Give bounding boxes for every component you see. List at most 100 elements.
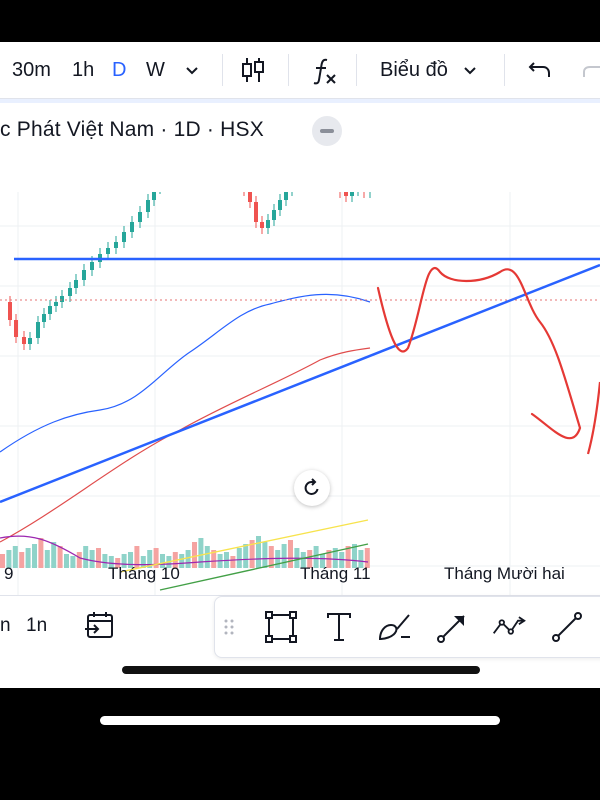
candle-body bbox=[248, 192, 252, 202]
volume-bar bbox=[128, 552, 133, 568]
reset-chart-button[interactable] bbox=[294, 470, 330, 506]
chevron-down-icon bbox=[186, 67, 198, 75]
drag-handle[interactable] bbox=[219, 609, 239, 645]
volume-bar bbox=[204, 546, 210, 568]
text-tool[interactable] bbox=[321, 609, 357, 645]
toolbar-divider bbox=[0, 98, 600, 99]
toolbar-separator bbox=[356, 54, 357, 86]
volume-bar bbox=[236, 548, 242, 568]
candle-body bbox=[42, 314, 46, 322]
volume-bar bbox=[134, 546, 140, 568]
candle-body bbox=[272, 210, 276, 220]
brush-icon bbox=[378, 614, 410, 641]
candle-body bbox=[260, 222, 264, 228]
indicators-button[interactable] bbox=[310, 56, 338, 92]
rectangle-tool[interactable] bbox=[263, 609, 299, 645]
volume-bar bbox=[89, 550, 95, 568]
text-icon bbox=[327, 613, 351, 641]
chart-screen: 30m 1h D W Biểu đồ bbox=[0, 42, 600, 688]
volume-bar bbox=[300, 552, 306, 568]
volume-bar bbox=[320, 554, 325, 568]
volume-bar bbox=[108, 556, 114, 568]
candle-body bbox=[48, 306, 52, 314]
time-axis-divider bbox=[0, 595, 600, 596]
arrow-tool[interactable] bbox=[435, 609, 471, 645]
candle-body bbox=[22, 337, 26, 344]
interval-d[interactable]: D bbox=[112, 59, 127, 81]
volume-bar bbox=[358, 550, 364, 568]
range-1n[interactable]: 1n bbox=[26, 615, 48, 636]
candle-body bbox=[122, 232, 126, 242]
volume-bar bbox=[198, 538, 204, 568]
time-label: 9 bbox=[4, 564, 14, 583]
chart-type-dropdown[interactable] bbox=[462, 58, 478, 88]
collapse-legend-button[interactable] bbox=[312, 116, 342, 146]
drag-handle-icon bbox=[224, 619, 234, 635]
volume-bar bbox=[256, 536, 261, 568]
volume-bar bbox=[230, 556, 236, 568]
volume-bar bbox=[76, 552, 82, 568]
volume-bar bbox=[102, 554, 108, 568]
time-label: Tháng Mười hai bbox=[444, 564, 565, 583]
toolbar-separator bbox=[504, 54, 505, 86]
ma-slow-line bbox=[0, 347, 371, 543]
candle-body bbox=[278, 200, 282, 210]
candle-body bbox=[106, 248, 110, 254]
candle-body bbox=[90, 262, 94, 270]
interval-1h[interactable]: 1h bbox=[72, 59, 95, 81]
redo-button[interactable] bbox=[582, 58, 600, 88]
candle-body bbox=[350, 192, 354, 196]
volume-bar bbox=[140, 556, 146, 568]
ma-fast-line bbox=[0, 293, 371, 453]
candle-body bbox=[130, 222, 134, 232]
goto-date-button[interactable] bbox=[84, 611, 114, 645]
symbol-title[interactable]: c Phát Việt Nam · 1D · HSX bbox=[0, 118, 264, 141]
volume-bar bbox=[147, 550, 153, 568]
volume-bar bbox=[96, 548, 101, 568]
candle-body bbox=[54, 302, 58, 306]
candle-body bbox=[284, 192, 288, 200]
candle-body bbox=[138, 212, 142, 222]
price-chart[interactable] bbox=[0, 192, 600, 596]
chart-grid bbox=[0, 192, 600, 596]
toolbar-separator bbox=[222, 54, 223, 86]
interval-30m[interactable]: 30m bbox=[12, 59, 51, 81]
trend-line-tool[interactable] bbox=[549, 609, 585, 645]
chart-style-button[interactable] bbox=[240, 56, 266, 90]
volume-bar bbox=[25, 548, 31, 568]
volume-bar bbox=[249, 540, 255, 568]
drawing-toolbar bbox=[214, 596, 600, 658]
volume-bar bbox=[262, 542, 268, 568]
candle-body bbox=[28, 338, 32, 344]
volume-bar bbox=[44, 550, 50, 568]
volume-bar bbox=[352, 544, 357, 568]
redo-icon bbox=[583, 66, 600, 77]
volume-bar bbox=[19, 552, 25, 568]
volume-bar bbox=[211, 550, 217, 568]
volume-bar bbox=[288, 540, 293, 568]
brush-tool[interactable] bbox=[377, 609, 413, 645]
volume-bar bbox=[345, 546, 351, 568]
volume-ma-line bbox=[0, 535, 369, 566]
path-icon bbox=[492, 616, 526, 635]
interval-more-button[interactable] bbox=[184, 58, 200, 88]
function-icon bbox=[313, 58, 336, 85]
candle-body bbox=[60, 296, 64, 302]
range-n[interactable]: n bbox=[0, 615, 11, 636]
candle-body bbox=[266, 220, 270, 228]
candle-body bbox=[146, 200, 150, 212]
undo-button[interactable] bbox=[528, 58, 552, 88]
volume-bar bbox=[12, 546, 18, 568]
volume-bar bbox=[38, 538, 44, 568]
candle-body bbox=[344, 192, 348, 196]
ascending-trend-line bbox=[0, 263, 600, 504]
candle-body bbox=[82, 270, 86, 280]
interval-w[interactable]: W bbox=[146, 59, 165, 81]
chart-type-label[interactable]: Biểu đồ bbox=[380, 59, 448, 81]
path-tool[interactable] bbox=[491, 609, 527, 645]
candle-body bbox=[68, 288, 72, 296]
volume-bar bbox=[32, 544, 37, 568]
time-label: Tháng 10 bbox=[108, 564, 180, 583]
volume-bar bbox=[364, 548, 370, 568]
top-toolbar: 30m 1h D W Biểu đồ bbox=[0, 42, 600, 98]
